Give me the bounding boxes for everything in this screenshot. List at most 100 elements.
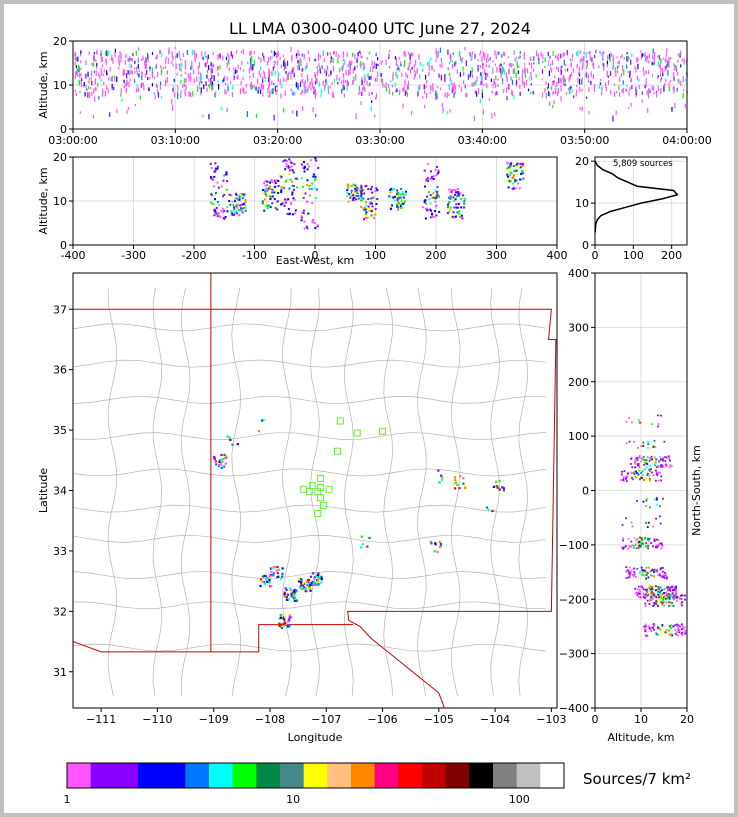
source-mark — [356, 58, 358, 63]
ns-source-mark — [656, 544, 659, 547]
source-mark — [264, 79, 266, 83]
map-source-mark — [285, 623, 288, 626]
ew-source-mark — [435, 204, 438, 207]
source-mark — [208, 113, 210, 120]
ns-source-mark — [640, 538, 643, 541]
source-mark — [651, 74, 654, 77]
ew-source-mark — [516, 173, 519, 176]
ew-source-mark — [235, 193, 238, 196]
ew-source-mark — [360, 188, 363, 191]
map-source-mark — [293, 599, 297, 602]
source-mark — [92, 54, 95, 58]
ew-source-mark — [231, 200, 234, 203]
map-source-mark — [304, 590, 307, 593]
ew-source-mark — [235, 198, 238, 201]
source-mark — [217, 84, 220, 90]
colorbar-label: Sources/7 km² — [583, 770, 691, 788]
source-mark — [269, 78, 271, 85]
ns-source-mark — [659, 458, 662, 461]
source-mark — [612, 55, 614, 61]
source-mark — [369, 66, 372, 73]
map-source-mark — [311, 572, 315, 575]
source-mark — [615, 70, 617, 77]
source-mark — [507, 56, 509, 59]
source-mark — [140, 84, 142, 88]
source-mark — [78, 80, 80, 86]
source-mark — [627, 107, 630, 110]
source-mark — [302, 106, 304, 112]
source-mark — [318, 81, 320, 87]
map-source-mark — [313, 575, 317, 579]
ns-source-mark — [645, 499, 648, 502]
lma-station-marker — [319, 502, 327, 510]
ns-source-mark — [641, 539, 644, 542]
source-mark — [100, 53, 103, 56]
source-mark — [157, 71, 159, 77]
ew-source-mark — [212, 185, 215, 188]
source-mark — [638, 78, 640, 82]
source-mark — [178, 63, 180, 66]
source-mark — [298, 54, 300, 57]
ns-source-mark — [652, 593, 655, 596]
source-mark — [245, 91, 247, 95]
ns-source-mark — [645, 634, 648, 637]
ew-source-mark — [265, 194, 268, 197]
ns-source-mark — [649, 589, 651, 592]
source-mark — [121, 98, 123, 102]
hist-altitude-tick-label: 0 — [582, 239, 589, 252]
ns-source-mark — [637, 446, 639, 449]
source-mark — [77, 64, 80, 70]
source-mark — [366, 80, 368, 86]
map-source-mark — [485, 506, 489, 509]
source-mark — [164, 65, 167, 69]
source-mark — [219, 53, 221, 58]
source-mark — [230, 81, 232, 85]
source-mark — [424, 74, 427, 80]
map-source-mark — [228, 438, 232, 442]
hist-altitude-tick-label: 10 — [575, 197, 589, 210]
ns-source-mark — [658, 596, 660, 599]
source-mark — [617, 70, 619, 73]
ew-source-mark — [291, 184, 294, 187]
map-source-mark — [315, 581, 318, 584]
source-mark — [89, 87, 92, 90]
source-mark — [260, 66, 262, 71]
ew-source-mark — [510, 172, 513, 175]
source-mark — [120, 93, 122, 97]
ew-source-mark — [241, 197, 244, 200]
ew-source-mark — [240, 209, 243, 212]
source-mark — [498, 52, 500, 56]
source-mark — [98, 72, 100, 77]
source-mark — [102, 88, 104, 95]
source-mark — [437, 52, 439, 57]
source-mark — [174, 46, 176, 50]
source-mark — [200, 77, 202, 84]
source-mark — [211, 69, 213, 74]
source-mark — [154, 65, 157, 69]
ew-source-mark — [370, 197, 373, 200]
source-mark — [429, 85, 432, 90]
ns-source-mark — [641, 569, 644, 571]
map-source-mark — [278, 622, 281, 625]
source-mark — [527, 88, 530, 92]
county-boundary — [282, 288, 292, 696]
source-mark — [651, 85, 653, 91]
source-mark — [74, 75, 77, 80]
source-mark — [76, 57, 78, 62]
source-mark — [430, 57, 432, 61]
ns-source-mark — [644, 588, 647, 591]
ew-source-mark — [230, 210, 233, 213]
ns-source-mark — [656, 585, 658, 588]
ns-source-mark — [661, 544, 664, 547]
source-mark — [298, 64, 300, 71]
source-mark — [302, 78, 304, 84]
source-mark — [564, 68, 567, 72]
map-source-mark — [289, 588, 293, 592]
map-source-mark — [287, 597, 290, 601]
ns-source-mark — [680, 597, 683, 600]
source-mark — [126, 73, 128, 79]
source-mark — [669, 80, 672, 83]
source-mark — [88, 51, 90, 55]
ew-source-mark — [425, 179, 428, 182]
ew-source-mark — [271, 188, 274, 191]
